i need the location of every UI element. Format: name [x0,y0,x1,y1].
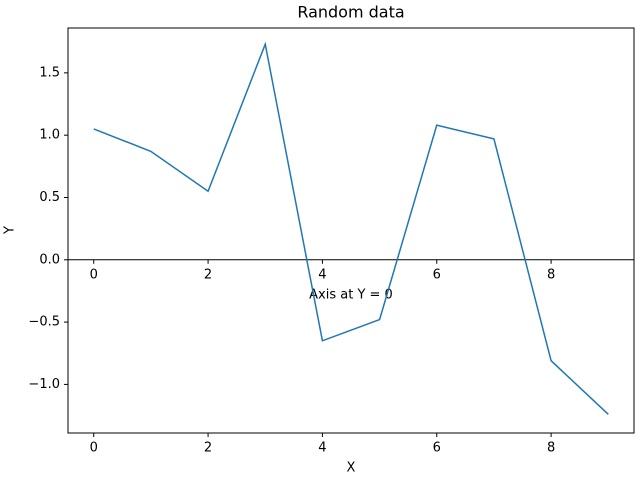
y-axis-label: Y [3,226,18,235]
zero-axis-tick-label: 2 [204,267,212,282]
zero-axis-tick-label: 4 [318,267,326,282]
y-tick-label: −0.5 [28,315,60,330]
data-line [93,41,609,415]
y-tick-label: −1.0 [28,377,60,392]
x-tick-label: 4 [318,441,326,456]
x-axis-label: X [347,461,356,476]
y-tick-label: 0.5 [39,190,60,205]
x-tick-label: 6 [433,441,441,456]
x-tick-label: 0 [90,441,98,456]
zero-axis-tick-label: 6 [433,267,441,282]
chart-title: Random data [297,3,404,22]
plot-frame [67,27,635,434]
zero-axis-tick-label: 0 [90,267,98,282]
y-tick-label: 0.0 [39,252,60,267]
x-tick-label: 2 [204,441,212,456]
zero-axis-tick-label: 8 [547,267,555,282]
zero-axis-label: Axis at Y = 0 [309,287,393,302]
y-tick-label: 1.0 [39,128,60,143]
x-tick-label: 8 [547,441,555,456]
y-tick-label: 1.5 [39,65,60,80]
